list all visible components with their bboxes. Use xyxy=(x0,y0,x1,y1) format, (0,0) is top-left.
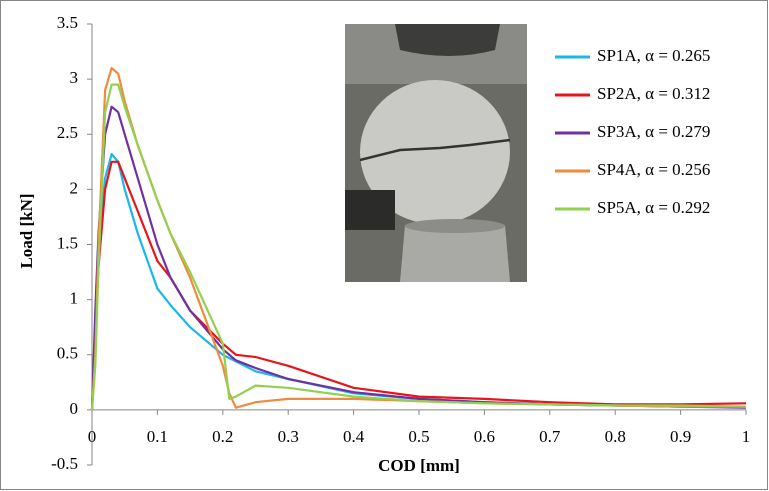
y-tick-label: 2.5 xyxy=(57,123,78,142)
y-tick-label: 1 xyxy=(70,289,79,308)
x-tick-label: 0.7 xyxy=(539,427,561,446)
y-tick-label: 3.5 xyxy=(57,13,78,32)
x-tick-label: 0.3 xyxy=(278,427,299,446)
legend-label: SP2A, α = 0.312 xyxy=(597,84,710,103)
y-tick-label: 1.5 xyxy=(57,233,78,252)
x-tick-label: 0.6 xyxy=(474,427,495,446)
x-tick-label: 0.9 xyxy=(670,427,691,446)
y-tick-label: 0.5 xyxy=(57,344,78,363)
x-tick-label: 1 xyxy=(742,427,751,446)
legend-label: SP5A, α = 0.292 xyxy=(597,198,710,217)
inset-photo xyxy=(345,24,527,282)
y-tick-label: 2 xyxy=(70,178,79,197)
x-tick-label: 0 xyxy=(88,427,97,446)
x-tick-label: 0.1 xyxy=(147,427,168,446)
series-line xyxy=(90,83,747,410)
legend-label: SP4A, α = 0.256 xyxy=(597,160,710,179)
y-axis-title: Load [kN] xyxy=(17,193,36,268)
y-tick-label: 0 xyxy=(70,399,79,418)
y-tick-label: 3 xyxy=(70,68,79,87)
x-tick-label: 0.4 xyxy=(343,427,365,446)
x-tick-label: 0.8 xyxy=(605,427,626,446)
legend-label: SP1A, α = 0.265 xyxy=(597,46,710,65)
x-tick-label: 0.2 xyxy=(212,427,233,446)
y-tick-label: -0.5 xyxy=(51,454,78,473)
x-axis-title: COD [mm] xyxy=(378,456,460,475)
legend-label: SP3A, α = 0.279 xyxy=(597,122,710,141)
x-tick-label: 0.5 xyxy=(408,427,429,446)
